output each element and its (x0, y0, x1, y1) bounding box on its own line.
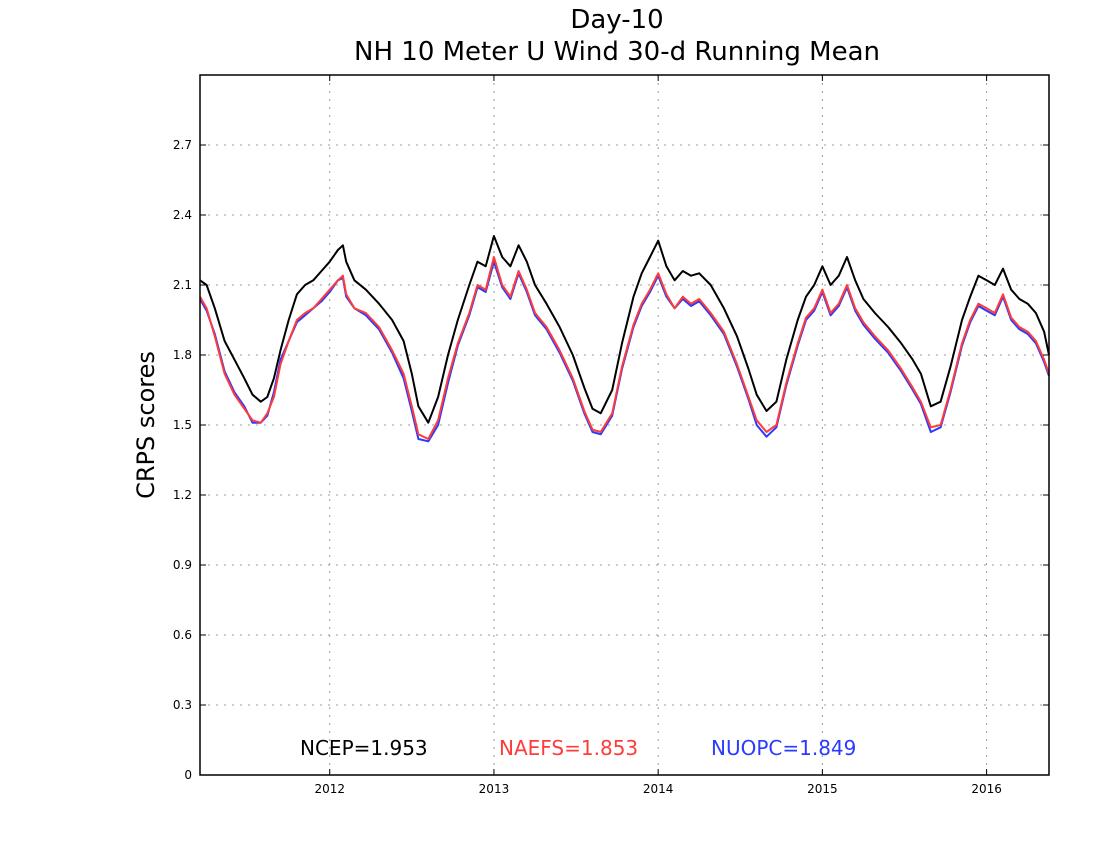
tick-layer: 0 0.3 0.6 0.9 1.2 1.5 1.8 2.1 2.4 2.7 2012 2013 2014… (173, 75, 1049, 796)
x-tick-label: 2016 (971, 782, 1002, 796)
x-tick-label: 2013 (479, 782, 510, 796)
legend-ncep: NCEP=1.953 (300, 736, 428, 760)
y-tick-label: 2.7 (173, 138, 192, 152)
y-tick-label: 0.3 (173, 698, 192, 712)
y-tick-label: 1.2 (173, 488, 192, 502)
legend-nuopc: NUOPC=1.849 (711, 736, 856, 760)
y-tick-label: 1.5 (173, 418, 192, 432)
chart-subtitle: NH 10 Meter U Wind 30-d Running Mean (354, 37, 880, 67)
y-tick-label: 1.8 (173, 348, 192, 362)
x-tick-label: 2014 (643, 782, 674, 796)
x-tick-label: 2015 (807, 782, 838, 796)
y-tick-label: 0.6 (173, 628, 192, 642)
chart-title: Day-10 (570, 5, 663, 35)
y-axis-label: CRPS scores (132, 351, 160, 499)
series-line-ncep (199, 235, 1050, 424)
x-tick-label: 2012 (314, 782, 345, 796)
y-tick-label: 0.9 (173, 558, 192, 572)
series-line-naefs (199, 256, 1050, 440)
plot-frame (199, 74, 1050, 776)
y-tick-label: 2.4 (173, 208, 192, 222)
y-tick-label: 2.1 (173, 278, 192, 292)
legend-naefs: NAEFS=1.853 (499, 736, 638, 760)
y-tick-label: 0 (184, 768, 192, 782)
series-layer (199, 235, 1050, 443)
